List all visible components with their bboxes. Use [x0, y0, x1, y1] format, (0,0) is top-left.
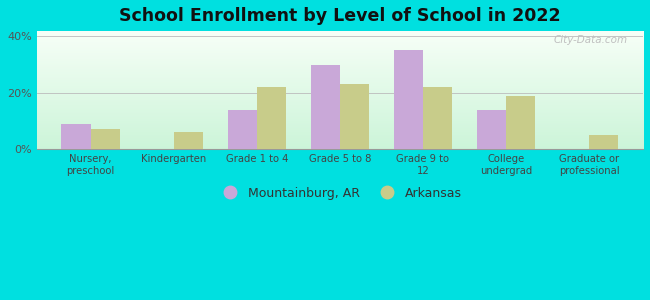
Bar: [394, 50, 423, 149]
Bar: [257, 87, 286, 149]
Bar: [423, 87, 452, 149]
Bar: [90, 129, 120, 149]
Legend: Mountainburg, AR, Arkansas: Mountainburg, AR, Arkansas: [213, 182, 467, 205]
Bar: [174, 132, 203, 149]
Title: School Enrollment by Level of School in 2022: School Enrollment by Level of School in …: [119, 7, 560, 25]
Text: City-Data.com: City-Data.com: [554, 35, 628, 45]
Bar: [589, 135, 618, 149]
Bar: [340, 84, 369, 149]
Bar: [506, 96, 535, 149]
Bar: [477, 110, 506, 149]
Bar: [311, 64, 340, 149]
Bar: [227, 110, 257, 149]
Bar: [62, 124, 90, 149]
